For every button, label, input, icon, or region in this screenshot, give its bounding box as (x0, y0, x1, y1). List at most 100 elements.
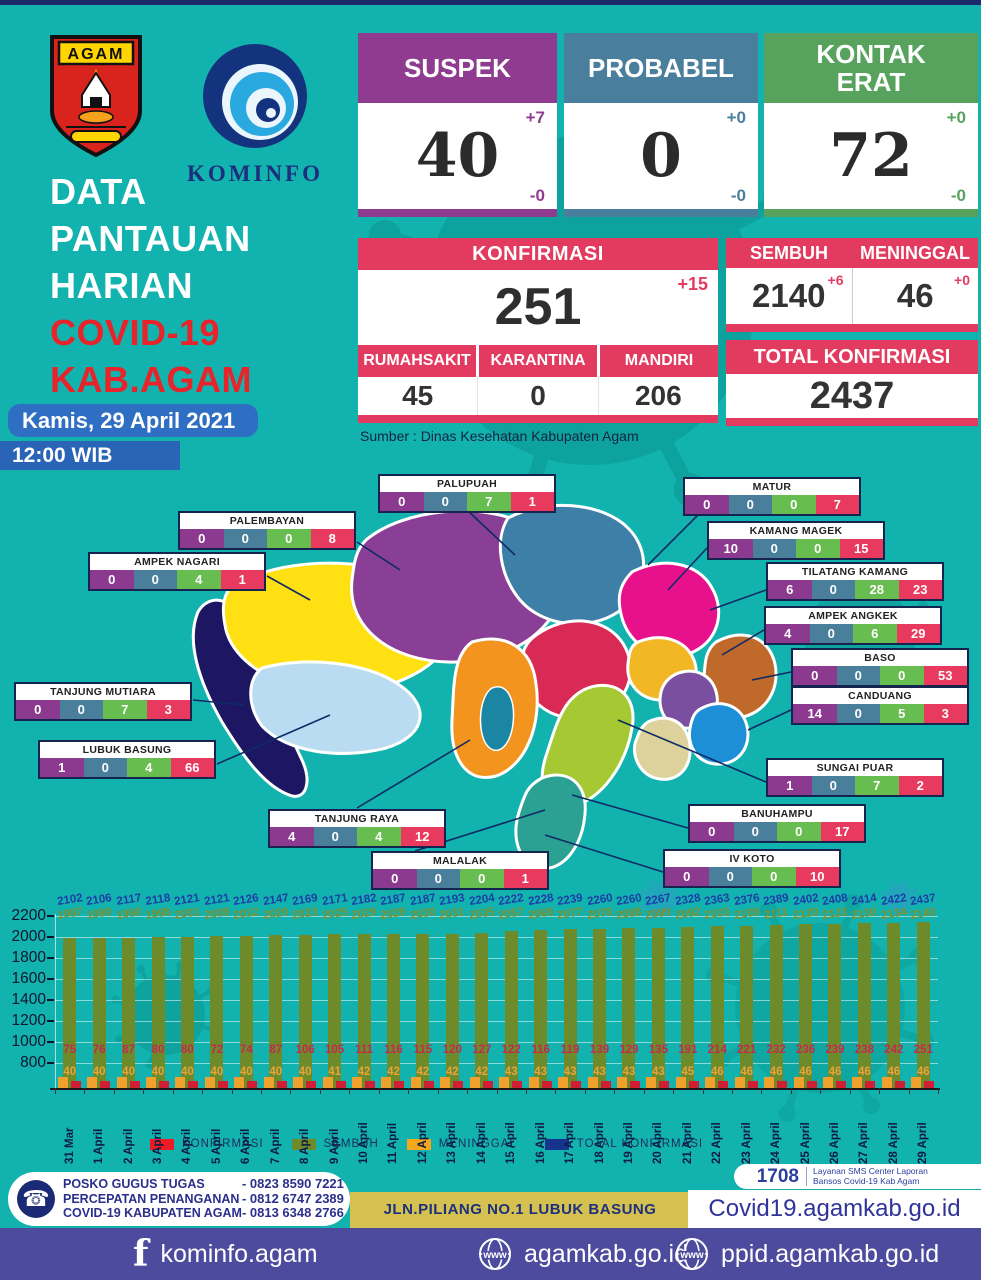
globe-icon: www (479, 1238, 511, 1270)
probabel-value: 0 (640, 121, 682, 191)
total-konfirmasi-header: TOTAL KONFIRMASI (726, 340, 978, 374)
district-value: 3 (146, 700, 190, 719)
kontak-erat-header: KONTAK ERAT (764, 33, 978, 103)
district-name: AMPEK ANGKEK (808, 610, 898, 622)
kominfo-logo: KOMINFO (175, 38, 335, 187)
posko-phone: - 0823 8590 7221 (241, 1176, 344, 1192)
page-title: DATA PANTAUAN HARIAN COVID-19 KAB.AGAM (50, 168, 252, 403)
district-stat-box-ampek-angkek: AMPEK ANGKEK 4 0 6 29 (764, 606, 942, 645)
district-stat-box-sungai-puar: SUNGAI PUAR 1 0 7 2 (766, 758, 944, 797)
district-value: 0 (83, 758, 127, 777)
district-value: 0 (836, 666, 880, 685)
district-value: 0 (59, 700, 103, 719)
district-value: 0 (423, 492, 467, 511)
district-stat-box-baso: BASO 0 0 0 53 (791, 648, 969, 687)
district-value: 0 (267, 529, 311, 548)
district-name: MATUR (752, 481, 792, 493)
probabel-decrease: -0 (730, 186, 746, 205)
posko-line: PERCEPATAN PENANGANAN (63, 1191, 240, 1206)
kontak-erat-stat-box: KONTAK ERAT 72 +0 -0 (764, 33, 978, 217)
website-handle: agamkab.go.id (524, 1239, 689, 1268)
suspek-stat-box: SUSPEK 40 +7 -0 (358, 33, 557, 217)
district-value: 66 (170, 758, 214, 777)
facebook-item: f kominfo.agam (133, 1228, 318, 1280)
title-line: DATA (50, 171, 147, 212)
district-value: 0 (772, 495, 816, 514)
district-value: 14 (793, 704, 837, 723)
kontak-erat-value: 72 (829, 121, 913, 191)
ppid-item: www ppid.agamkab.go.id (675, 1228, 939, 1280)
district-value: 0 (685, 495, 729, 514)
district-value: 0 (460, 869, 504, 888)
district-value: 0 (16, 700, 60, 719)
virus-icon (881, 879, 919, 917)
district-value: 1 (768, 776, 812, 795)
district-name: TANJUNG MUTIARA (50, 686, 156, 698)
district-value: 0 (809, 624, 853, 643)
meninggal-delta: +0 (954, 272, 970, 288)
district-value: 4 (270, 827, 314, 846)
probabel-stat-box: PROBABEL 0 +0 -0 (564, 33, 758, 217)
virus-icon (111, 961, 219, 1069)
district-shape-khaki (632, 716, 692, 781)
district-name: PALUPUAH (437, 478, 497, 490)
meninggal-header: MENINGGAL (860, 243, 970, 263)
virus-icon (638, 876, 682, 920)
district-value: 4 (357, 827, 401, 846)
globe-icon: www (676, 1238, 708, 1270)
district-value: 10 (709, 539, 753, 558)
district-value: 0 (752, 539, 796, 558)
district-stat-box-tanjung-raya: TANJUNG RAYA 4 0 4 12 (268, 809, 446, 848)
district-name: TILATANG KAMANG (801, 566, 909, 578)
phone-icon: ☎ (17, 1180, 55, 1218)
agam-crest-logo: AGAM (50, 35, 142, 158)
website-item: www agamkab.go.id (478, 1228, 688, 1280)
district-value: 23 (898, 580, 942, 599)
probabel-increase: +0 (726, 108, 746, 127)
district-stat-box-matur: MATUR 0 0 0 7 (683, 477, 861, 516)
district-value: 1 (510, 492, 554, 511)
total-konfirmasi-value: 2437 (726, 374, 978, 418)
meninggal-value: 46 (896, 277, 934, 314)
posko-line: POSKO GUGUS TUGAS (63, 1177, 205, 1192)
district-name: KAMANG MAGEK (749, 525, 843, 537)
rumahsakit-header: RUMAHSAKIT (358, 345, 476, 377)
district-value: 12 (400, 827, 444, 846)
district-stat-box-kamang-magek: KAMANG MAGEK 10 0 0 15 (707, 521, 885, 560)
kominfo-swirl-icon (203, 44, 330, 160)
kontak-erat-decrease: -0 (950, 186, 966, 205)
district-value: 1 (220, 570, 264, 589)
district-value: 0 (796, 539, 840, 558)
district-value: 4 (177, 570, 221, 589)
district-stat-box-canduang: CANDUANG 14 0 5 3 (791, 686, 969, 725)
district-value: 5 (880, 704, 924, 723)
svg-text:www: www (482, 1250, 507, 1261)
sembuh-value: 2140 (752, 277, 826, 314)
district-value: 28 (855, 580, 899, 599)
kontak-erat-increase: +0 (946, 108, 966, 127)
district-value: 0 (733, 822, 777, 841)
district-value: 0 (752, 867, 796, 886)
district-value: 0 (416, 869, 460, 888)
suspek-value: 40 (415, 121, 500, 191)
konfirmasi-box: KONFIRMASI 251 +15 RUMAHSAKIT KARANTINA … (358, 238, 718, 423)
district-name: PALEMBAYAN (229, 515, 305, 527)
konfirmasi-header: KONFIRMASI (358, 238, 718, 270)
district-value: 0 (708, 867, 752, 886)
district-value: 0 (180, 529, 224, 548)
district-value: 0 (811, 580, 855, 599)
posko-contact-card: ☎ POSKO GUGUS TUGAS PERCEPATAN PENANGANA… (8, 1172, 350, 1226)
district-stat-box-iv-koto: IV KOTO 0 0 0 10 (663, 849, 841, 888)
district-shape-blue (687, 702, 750, 766)
facebook-handle: kominfo.agam (160, 1239, 318, 1268)
district-map (191, 503, 792, 873)
district-value: 0 (690, 822, 734, 841)
district-stat-box-ampek-nagari: AMPEK NAGARI 0 0 4 1 (88, 552, 266, 591)
kominfo-wordmark: KOMINFO (187, 161, 323, 186)
district-value: 0 (793, 666, 837, 685)
district-value: 10 (795, 867, 839, 886)
district-name: BASO (864, 652, 896, 664)
district-value: 0 (380, 492, 424, 511)
mandiri-value: 206 (597, 377, 718, 415)
suspek-header: SUSPEK (358, 33, 557, 103)
